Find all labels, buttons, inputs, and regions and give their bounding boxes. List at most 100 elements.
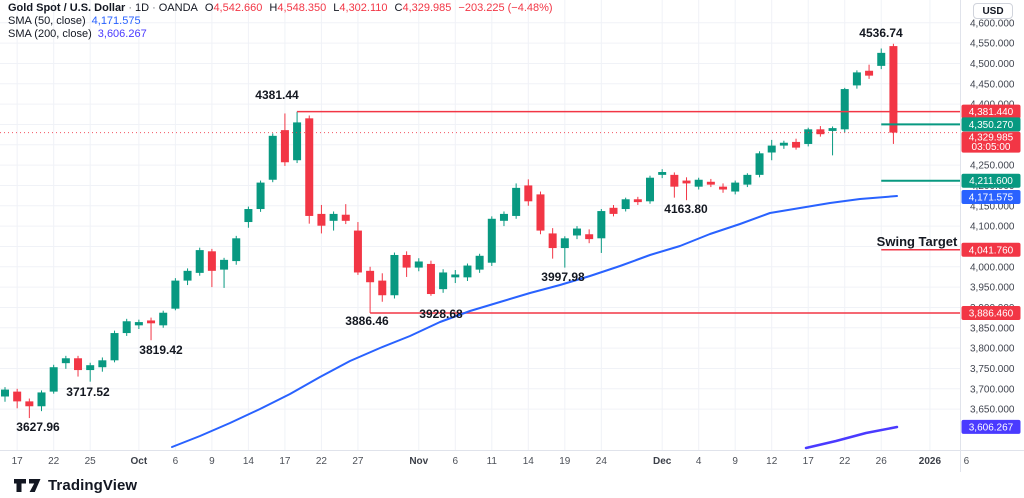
chart-annotation: Swing Target	[877, 234, 958, 249]
candle	[414, 261, 423, 268]
time-axis-label: 9	[209, 456, 215, 467]
candle	[13, 391, 22, 402]
price-badge-value: 4,350.270	[969, 120, 1014, 131]
candle	[305, 118, 314, 216]
price-badge-value: 4,381.440	[969, 107, 1014, 118]
interval-label[interactable]: 1D	[135, 2, 150, 14]
time-axis-label: 17	[279, 456, 291, 467]
candle	[560, 238, 569, 249]
candle	[317, 213, 326, 226]
candle	[755, 153, 764, 175]
candle	[621, 199, 630, 210]
price-axis-label: 3,650.000	[970, 405, 1015, 416]
time-axis-label: 14	[243, 456, 255, 467]
change-value: −203.225 (−4.48%)	[458, 2, 553, 14]
price-axis-label: 4,100.000	[970, 222, 1015, 233]
symbol-title[interactable]: Gold Spot / U.S. Dollar	[8, 2, 126, 14]
price-axis-label: 3,750.000	[970, 364, 1015, 375]
ohlc-low: L4,302.110	[333, 2, 388, 14]
price-badge-value: 4,041.760	[969, 245, 1014, 256]
ohlc-close: C4,329.985	[394, 2, 452, 14]
price-chart[interactable]: 3,650.000 3,700.000 3,750.000 3,800.000 3,85…	[0, 0, 1024, 472]
time-axis-label: 14	[523, 456, 535, 467]
sma-200-line[interactable]	[804, 425, 899, 450]
candle	[147, 320, 156, 324]
candle	[767, 145, 776, 153]
candle	[159, 312, 168, 326]
candle	[171, 280, 180, 309]
candle	[402, 254, 411, 268]
price-axis-label: 4,500.000	[970, 59, 1015, 70]
candle	[646, 177, 655, 202]
candle	[220, 259, 229, 270]
candle	[719, 186, 728, 190]
candle	[195, 250, 204, 273]
chart-annotation: 3717.52	[66, 385, 110, 399]
price-axis-label: 4,450.000	[970, 79, 1015, 90]
candle	[439, 272, 448, 290]
candle	[877, 52, 886, 66]
candle	[98, 360, 107, 368]
candle	[609, 207, 618, 214]
candle	[86, 365, 95, 371]
candle	[840, 89, 849, 130]
candle	[110, 333, 119, 361]
time-axis-label: 2026	[919, 456, 942, 467]
candle	[426, 263, 435, 295]
candle	[463, 265, 472, 278]
candle	[49, 367, 58, 392]
candle	[256, 182, 265, 210]
price-axis-label: 4,000.000	[970, 262, 1015, 273]
candle	[61, 358, 70, 364]
candle	[682, 180, 691, 184]
price-badge	[961, 117, 1021, 132]
separator-dot: ·	[128, 2, 133, 14]
chart-annotation: 4381.44	[255, 88, 299, 102]
candle	[743, 174, 752, 185]
price-badge	[961, 104, 1021, 119]
candle	[889, 46, 898, 133]
candle	[548, 233, 557, 249]
candle	[232, 238, 241, 262]
price-badge-value: 3,886.460	[969, 308, 1014, 319]
currency-button[interactable]: USD	[973, 3, 1013, 19]
tradingview-logo[interactable]: TradingView	[14, 477, 137, 494]
candle	[134, 322, 143, 326]
time-axis-label: Nov	[409, 456, 428, 467]
price-badge-value: 4,211.600	[969, 176, 1013, 187]
chart-annotation: 4536.74	[859, 26, 903, 40]
candle	[658, 172, 667, 175]
time-axis-label: 9	[732, 456, 738, 467]
candle	[585, 234, 594, 240]
chart-annotation: 3627.96	[16, 420, 60, 434]
time-axis-label: Dec	[653, 456, 672, 467]
candle	[816, 129, 825, 135]
candle	[353, 230, 362, 273]
candle	[341, 214, 350, 221]
time-axis-label: 17	[803, 456, 815, 467]
candle	[694, 179, 703, 187]
candle	[828, 128, 837, 131]
candle	[1, 389, 9, 397]
sma50-label: SMA (50, close)	[8, 15, 86, 27]
price-badge	[961, 173, 1021, 188]
time-axis-label: 6	[964, 456, 970, 467]
indicator-row-sma50[interactable]: SMA (50, close) 4,171.575	[8, 15, 553, 28]
candle	[475, 255, 484, 270]
sma-50-line[interactable]	[171, 195, 898, 448]
chart-annotation: 3886.46	[345, 314, 389, 328]
candle	[572, 228, 581, 236]
indicator-row-sma200[interactable]: SMA (200, close) 3,606.267	[8, 28, 553, 41]
time-axis-label: 26	[876, 456, 888, 467]
exchange-label[interactable]: OANDA	[158, 2, 198, 14]
price-badge	[961, 190, 1021, 205]
candle	[706, 181, 715, 185]
price-badge	[961, 419, 1021, 434]
candle	[390, 254, 399, 296]
price-axis-label: 3,850.000	[970, 323, 1015, 334]
current-price-badge	[961, 131, 1021, 153]
price-badge	[961, 242, 1021, 257]
candle	[329, 213, 338, 221]
time-axis-label: 27	[352, 456, 364, 467]
